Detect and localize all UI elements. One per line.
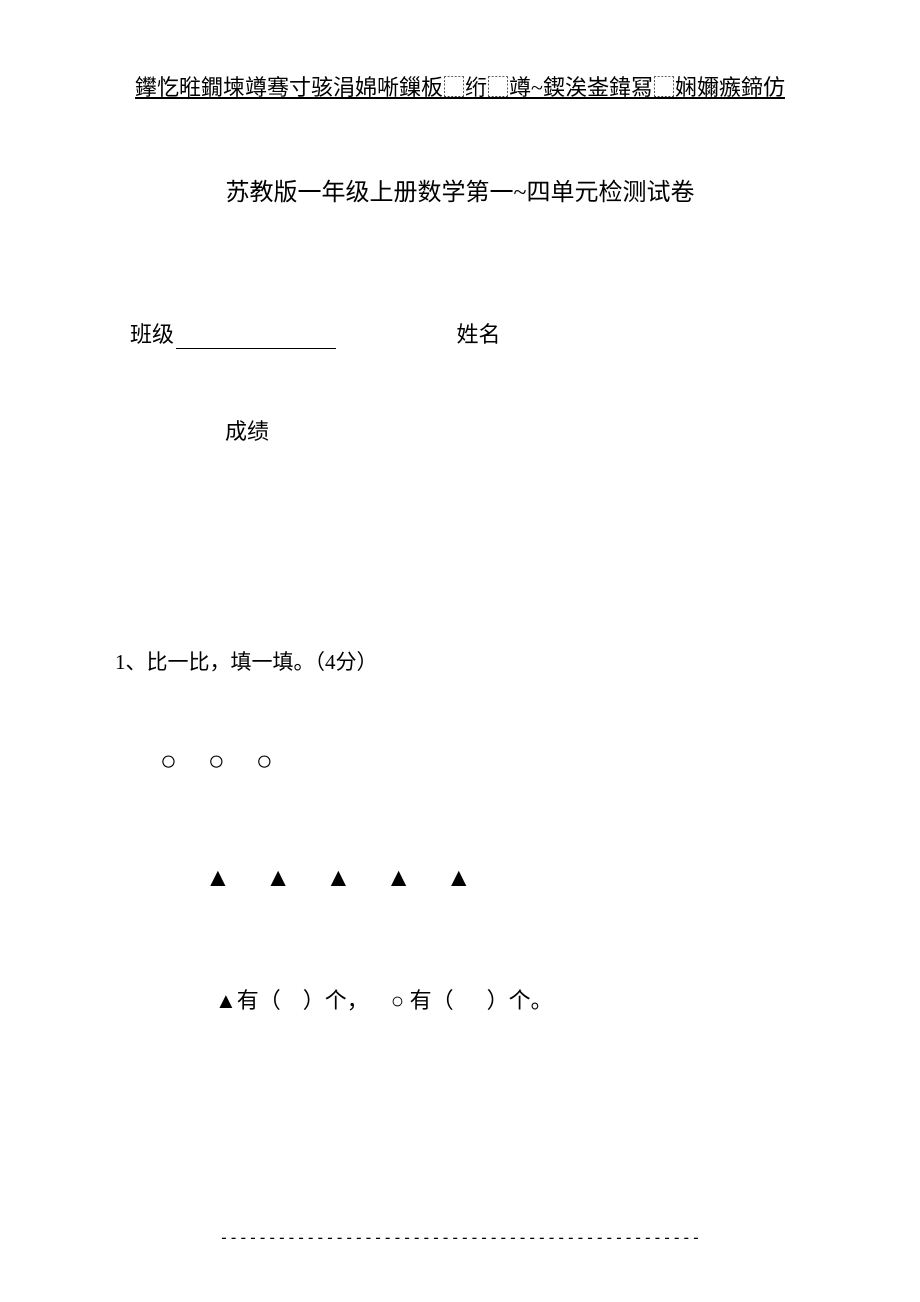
student-info-row: 班级 姓名 bbox=[115, 317, 805, 349]
question-prompt: 比一比，填一填。（4分） bbox=[147, 650, 378, 674]
header-garbled-text: 鑻忔暀鐗堜竴骞寸骇涓婂唽鏁板⬚绗⬚竴~鍥涘崟鍏冩⬚娴嬭瘯鍗仿 bbox=[115, 70, 805, 102]
question-1-text: 1、比一比，填一填。（4分） bbox=[115, 646, 805, 676]
answer-line: ▲有（ ）个， ○ 有（ ）个。 bbox=[115, 983, 805, 1015]
class-label: 班级 bbox=[130, 317, 174, 349]
circles-row: ○ ○ ○ bbox=[115, 746, 805, 778]
footer-divider: ----------------------------------------… bbox=[0, 1228, 920, 1247]
score-label: 成绩 bbox=[115, 414, 805, 446]
name-label: 姓名 bbox=[457, 317, 501, 349]
document-page: 鑻忔暀鐗堜竴骞寸骇涓婂唽鏁板⬚绗⬚竴~鍥涘崟鍏冩⬚娴嬭瘯鍗仿 苏教版一年级上册数… bbox=[0, 0, 920, 1302]
question-number: 1、 bbox=[115, 650, 147, 674]
class-blank[interactable] bbox=[176, 348, 336, 349]
triangles-row: ▲ ▲ ▲ ▲ ▲ bbox=[115, 863, 805, 893]
document-title: 苏教版一年级上册数学第一~四单元检测试卷 bbox=[175, 172, 745, 207]
